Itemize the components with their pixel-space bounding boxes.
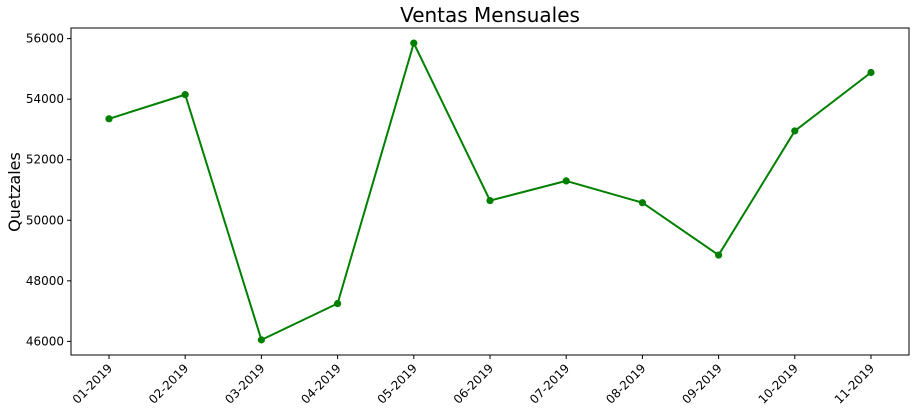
y-axis: 46000 48000 50000 52000 54000 56000 <box>26 32 71 348</box>
x-tick-label: 08-2019 <box>603 361 648 406</box>
x-tick-label: 04-2019 <box>298 361 343 406</box>
data-point <box>410 39 418 47</box>
x-axis: 01-2019 02-2019 03-2019 04-2019 05-2019 06-20… <box>70 355 877 407</box>
data-point <box>791 127 799 135</box>
data-point <box>638 199 647 207</box>
x-tick-label: 09-2019 <box>679 361 724 406</box>
y-tick-label: 56000 <box>26 32 64 46</box>
data-point <box>715 251 723 259</box>
y-tick-label: 48000 <box>26 274 64 288</box>
x-tick-label: 01-2019 <box>70 361 115 406</box>
axes-frame <box>70 27 910 356</box>
x-tick-label: 06-2019 <box>451 361 496 406</box>
x-tick-label: 05-2019 <box>375 361 420 406</box>
x-tick-label: 11-2019 <box>832 361 877 406</box>
data-point <box>257 336 265 344</box>
series-line <box>108 42 872 341</box>
data-point <box>181 91 189 99</box>
plot-area <box>105 39 875 344</box>
y-tick-label: 50000 <box>26 213 64 227</box>
y-tick-label: 52000 <box>26 153 64 167</box>
data-point <box>105 115 113 123</box>
data-point <box>334 299 342 308</box>
data-point <box>486 196 494 205</box>
x-tick-label: 07-2019 <box>527 361 572 406</box>
y-tick-label: 54000 <box>26 92 64 106</box>
y-tick-label: 46000 <box>26 334 64 348</box>
data-point <box>562 177 570 185</box>
y-axis-label: Quetzales <box>5 152 24 232</box>
x-tick-label: 10-2019 <box>756 361 801 406</box>
chart-title: Ventas Mensuales <box>400 3 580 27</box>
data-point <box>867 68 875 77</box>
x-tick-label: 02-2019 <box>146 361 191 406</box>
x-tick-label: 03-2019 <box>222 361 267 406</box>
